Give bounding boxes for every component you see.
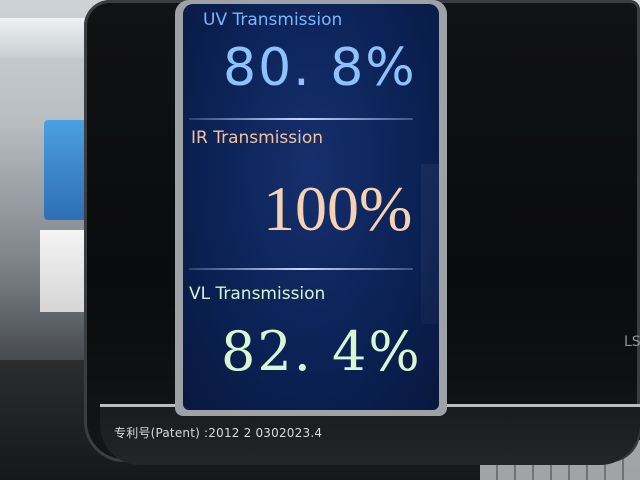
ir-transmission-value: 100% [263,173,413,244]
uv-transmission-value: 80. 8% [223,38,417,98]
background-white-box [40,230,86,312]
background-blue-basket [44,120,90,220]
device-side-text: LS [624,334,640,350]
uv-transmission-label: UV Transmission [203,10,343,30]
lcd-screen: UV Transmission 80. 8% IR Transmission 1… [183,4,439,410]
divider-ir-vl [189,268,413,270]
vl-transmission-value: 82. 4% [221,320,422,383]
ir-transmission-label: IR Transmission [191,128,324,148]
vl-transmission-label: VL Transmission [189,284,326,304]
divider-uv-ir [189,118,413,120]
screen-glare [421,164,439,324]
patent-number-text: 专利号(Patent) :2012 2 0302023.4 [114,426,323,440]
